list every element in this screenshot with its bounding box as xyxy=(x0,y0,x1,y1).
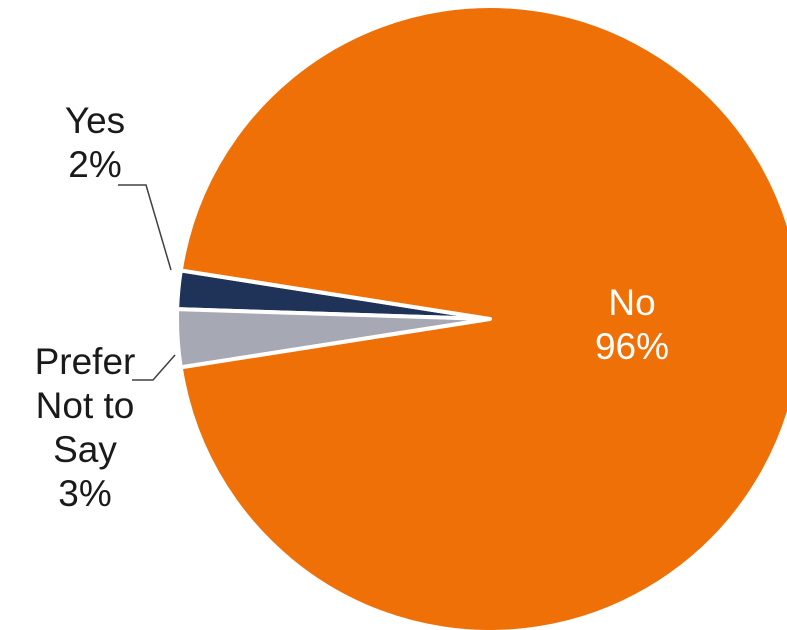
pie-slices xyxy=(175,4,787,630)
yes-label-name: Yes xyxy=(64,100,126,141)
no-label-pct: 96% xyxy=(594,326,670,367)
prefer-label-line3: Say xyxy=(53,429,117,470)
slice-label-prefer-not-to-say: Prefer Not to Say 3% xyxy=(10,340,160,516)
prefer-leader-line xyxy=(132,354,176,381)
prefer-label-line2: Not to xyxy=(35,385,135,426)
yes-leader-line xyxy=(118,184,172,271)
no-label-name: No xyxy=(608,282,656,323)
slice-label-yes: Yes 2% xyxy=(40,99,150,187)
slice-label-no: No 96% xyxy=(572,281,692,369)
prefer-label-pct: 3% xyxy=(58,473,112,514)
pie-slice-no xyxy=(178,4,787,630)
prefer-label-line1: Prefer xyxy=(34,341,136,382)
yes-label-pct: 2% xyxy=(68,144,122,185)
